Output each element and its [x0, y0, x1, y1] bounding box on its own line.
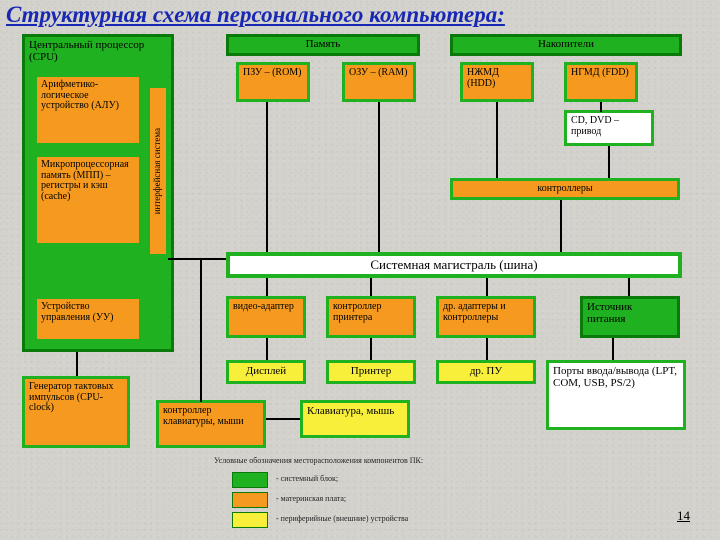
- node-ctrl_stor: контроллеры: [450, 178, 680, 200]
- page-number: 14: [677, 508, 690, 524]
- connector-11: [266, 338, 268, 360]
- node-cd: CD, DVD – привод: [564, 110, 654, 146]
- node-ports: Порты ввода/вывода (LPT, COM, USB, PS/2): [546, 360, 686, 430]
- connector-17: [266, 418, 300, 420]
- node-cu: Устройство управления (УУ): [34, 296, 142, 342]
- node-bus: Системная магистраль (шина): [226, 252, 682, 278]
- connector-5: [608, 146, 610, 178]
- node-prn_ctrl: контроллер принтера: [326, 296, 416, 338]
- node-other_pu: др. ПУ: [436, 360, 536, 384]
- legend-label-green: - системный блок;: [276, 474, 338, 483]
- node-iface: интерфейсная система: [148, 86, 168, 256]
- connector-13: [486, 338, 488, 360]
- connector-16: [200, 400, 202, 402]
- node-clock: Генератор тактовых импульсов (CPU-clock): [22, 376, 130, 448]
- connector-15: [200, 258, 202, 400]
- connector-7: [266, 278, 268, 296]
- connector-6: [560, 200, 562, 252]
- connector-9: [486, 278, 488, 296]
- legend-swatch-yellow: [232, 512, 268, 528]
- node-hdd: НЖМД (HDD): [460, 62, 534, 102]
- legend-label-orange: - материнская плата;: [276, 494, 346, 503]
- node-mp_cache: Микропроцес­сорная память (МПП) – регист…: [34, 154, 142, 246]
- node-kbm_ctrl: контроллер клавиатуры, мыши: [156, 400, 266, 448]
- legend-swatch-green: [232, 472, 268, 488]
- node-rom: ПЗУ – (ROM): [236, 62, 310, 102]
- connector-4: [600, 102, 602, 112]
- node-adapters: др. адаптеры и контроллеры: [436, 296, 536, 338]
- connector-14: [612, 338, 614, 360]
- legend-swatch-orange: [232, 492, 268, 508]
- node-memory_group: Память: [226, 34, 420, 56]
- node-psu: Источник питания: [580, 296, 680, 338]
- node-display: Дисплей: [226, 360, 306, 384]
- page-title: Структурная схема персонального компьюте…: [6, 2, 714, 28]
- node-alu: Арифметико-логическое устройство (АЛУ): [34, 74, 142, 146]
- node-storage_group: Накопители: [450, 34, 682, 56]
- connector-0: [168, 258, 226, 260]
- legend-label-yellow: - периферийные (внешние) устройства: [276, 514, 408, 523]
- node-kbm: Клавиатура, мышь: [300, 400, 410, 438]
- connector-12: [370, 338, 372, 360]
- legend-heading: Условные обозначения месторасположения к…: [214, 456, 423, 465]
- node-ram: ОЗУ – (RAM): [342, 62, 416, 102]
- node-fdd: НГМД (FDD): [564, 62, 638, 102]
- connector-3: [496, 102, 498, 178]
- connector-18: [76, 352, 78, 376]
- connector-8: [370, 278, 372, 296]
- node-video: видео-адаптер: [226, 296, 306, 338]
- connector-10: [628, 278, 630, 296]
- connector-1: [266, 102, 268, 252]
- connector-2: [378, 102, 380, 252]
- node-printer: Принтер: [326, 360, 416, 384]
